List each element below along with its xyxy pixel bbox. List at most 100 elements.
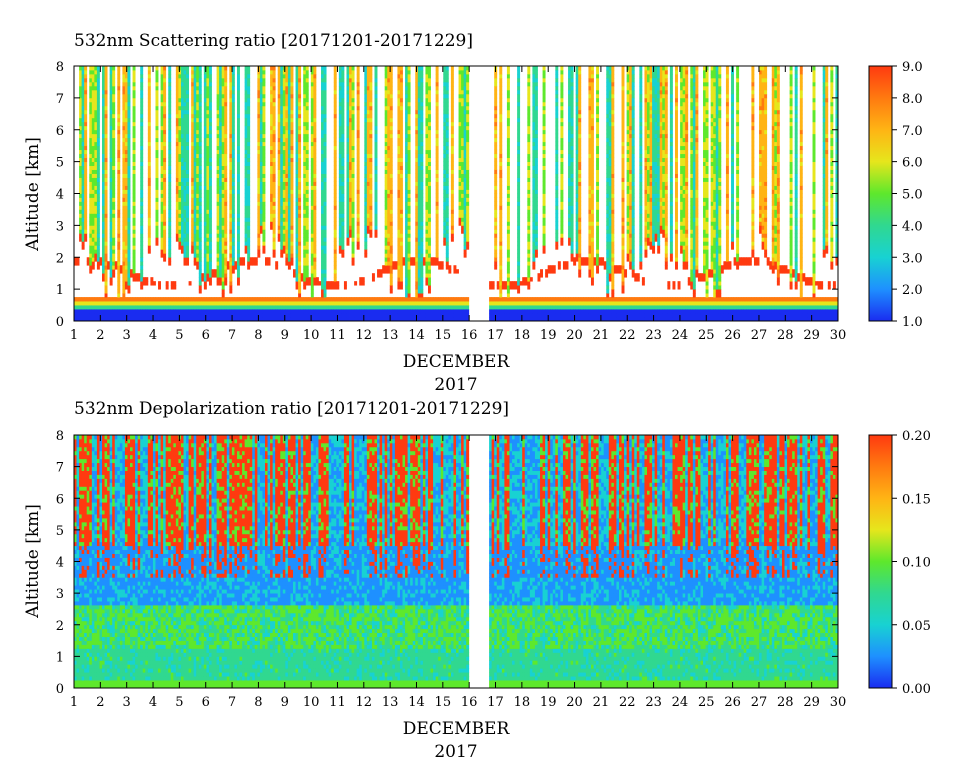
scattering-x-axis-year: 2017 xyxy=(434,375,477,395)
y-tick-label: 0 xyxy=(56,682,64,697)
colorbar-tick-label: 6.0 xyxy=(902,156,923,171)
x-tick-label: 12 xyxy=(356,695,373,710)
x-tick-label: 4 xyxy=(149,695,157,710)
x-tick-label: 17 xyxy=(487,695,504,710)
x-tick-label: 28 xyxy=(777,328,794,343)
x-tick-label: 18 xyxy=(514,695,531,710)
x-tick-label: 13 xyxy=(382,328,399,343)
y-tick-label: 8 xyxy=(56,60,64,75)
colorbar-tick-label: 0.05 xyxy=(902,619,931,634)
scattering-ratio-panel: 532nm Scattering ratio [20171201-2017122… xyxy=(23,31,923,395)
x-tick-label: 14 xyxy=(408,695,425,710)
y-tick-label: 2 xyxy=(56,251,64,266)
x-tick-label: 21 xyxy=(593,695,610,710)
y-tick-label: 8 xyxy=(56,429,64,444)
y-tick-label: 6 xyxy=(56,124,64,139)
y-tick-label: 0 xyxy=(56,315,64,330)
x-tick-label: 27 xyxy=(751,695,768,710)
y-tick-label: 3 xyxy=(56,587,64,602)
x-tick-label: 2 xyxy=(96,328,104,343)
scattering-x-axis-label: DECEMBER xyxy=(403,352,511,372)
x-tick-label: 30 xyxy=(830,695,847,710)
colorbar-tick-label: 0.10 xyxy=(902,556,931,571)
x-tick-label: 18 xyxy=(514,328,531,343)
x-tick-label: 17 xyxy=(487,328,504,343)
x-tick-label: 11 xyxy=(329,328,346,343)
x-tick-label: 27 xyxy=(751,328,768,343)
y-tick-label: 4 xyxy=(56,556,64,571)
x-tick-label: 11 xyxy=(329,695,346,710)
y-tick-label: 7 xyxy=(56,461,64,476)
x-tick-label: 16 xyxy=(461,695,478,710)
colorbar-tick-label: 8.0 xyxy=(902,92,923,107)
x-tick-label: 13 xyxy=(382,695,399,710)
x-tick-label: 3 xyxy=(123,328,131,343)
x-tick-label: 9 xyxy=(281,328,289,343)
depolarization-ratio-heatmap xyxy=(74,435,838,688)
y-tick-label: 6 xyxy=(56,492,64,507)
x-tick-label: 24 xyxy=(672,695,689,710)
depolarization-x-axis-year: 2017 xyxy=(434,742,477,762)
x-tick-label: 26 xyxy=(724,328,741,343)
colorbar-tick-label: 0.15 xyxy=(902,492,931,507)
x-tick-label: 23 xyxy=(645,695,662,710)
x-tick-label: 7 xyxy=(228,328,236,343)
x-tick-label: 5 xyxy=(175,695,183,710)
x-tick-label: 20 xyxy=(566,695,583,710)
scattering-colorbar-ticks: 1.0 2.0 3.0 4.0 5.0 6.0 7.0 8.0 9.0 xyxy=(892,60,923,330)
y-tick-label: 7 xyxy=(56,92,64,107)
colorbar-tick-label: 2.0 xyxy=(902,283,923,298)
x-tick-label: 29 xyxy=(803,695,820,710)
x-tick-label: 2 xyxy=(96,695,104,710)
x-tick-label: 25 xyxy=(698,695,715,710)
x-tick-label: 10 xyxy=(303,695,320,710)
colorbar-tick-label: 4.0 xyxy=(902,219,923,234)
depolarization-x-axis-label: DECEMBER xyxy=(403,719,511,739)
x-tick-label: 22 xyxy=(619,328,636,343)
x-tick-label: 28 xyxy=(777,695,794,710)
colorbar-tick-label: 9.0 xyxy=(902,60,923,75)
x-tick-label: 25 xyxy=(698,328,715,343)
x-tick-label: 20 xyxy=(566,328,583,343)
depolarization-y-axis-label: Altitude [km] xyxy=(23,504,43,619)
y-tick-label: 1 xyxy=(56,283,64,298)
x-tick-label: 9 xyxy=(281,695,289,710)
x-tick-label: 23 xyxy=(645,328,662,343)
x-tick-label: 6 xyxy=(202,328,210,343)
x-tick-label: 3 xyxy=(123,695,131,710)
x-tick-label: 15 xyxy=(435,695,452,710)
colorbar-tick-label: 1.0 xyxy=(902,315,923,330)
y-tick-label: 5 xyxy=(56,524,64,539)
depolarization-ratio-panel: 532nm Depolarization ratio [20171201-201… xyxy=(23,399,931,762)
x-tick-label: 12 xyxy=(356,328,373,343)
x-tick-label: 1 xyxy=(70,328,78,343)
y-tick-label: 2 xyxy=(56,619,64,634)
depolarization-colorbar-ticks: 0.00 0.05 0.10 0.15 0.20 xyxy=(892,429,931,697)
x-tick-label: 6 xyxy=(202,695,210,710)
x-tick-label: 4 xyxy=(149,328,157,343)
scattering-ratio-heatmap xyxy=(74,66,838,321)
y-tick-label: 1 xyxy=(56,650,64,665)
colorbar-tick-label: 3.0 xyxy=(902,251,923,266)
x-tick-label: 16 xyxy=(461,328,478,343)
x-tick-label: 22 xyxy=(619,695,636,710)
scattering-ratio-title: 532nm Scattering ratio [20171201-2017122… xyxy=(74,31,473,51)
scattering-colorbar xyxy=(868,65,893,322)
x-tick-label: 24 xyxy=(672,328,689,343)
x-tick-label: 8 xyxy=(254,695,262,710)
x-tick-label: 8 xyxy=(254,328,262,343)
x-tick-label: 10 xyxy=(303,328,320,343)
colorbar-tick-label: 0.00 xyxy=(902,682,931,697)
colorbar-tick-label: 7.0 xyxy=(902,124,923,139)
scattering-x-ticks: 1 2 3 4 5 6 7 8 9 10 11 12 13 14 15 16 17 18 19 20 21 22 23 24 2… xyxy=(70,66,846,343)
colorbar-tick-label: 0.20 xyxy=(902,429,931,444)
colorbar-tick-label: 5.0 xyxy=(902,188,923,203)
x-tick-label: 7 xyxy=(228,695,236,710)
depolarization-colorbar xyxy=(868,434,893,689)
scattering-y-ticks: 0 1 2 3 4 5 6 7 8 xyxy=(56,60,838,330)
depolarization-y-ticks: 0 1 2 3 4 5 6 7 8 xyxy=(56,429,838,697)
x-tick-label: 15 xyxy=(435,328,452,343)
x-tick-label: 1 xyxy=(70,695,78,710)
depolarization-x-ticks: 1 2 3 4 5 6 7 8 9 10 11 12 13 14 15 16 17 18 19 20 21 22 23 24 2… xyxy=(70,435,846,710)
